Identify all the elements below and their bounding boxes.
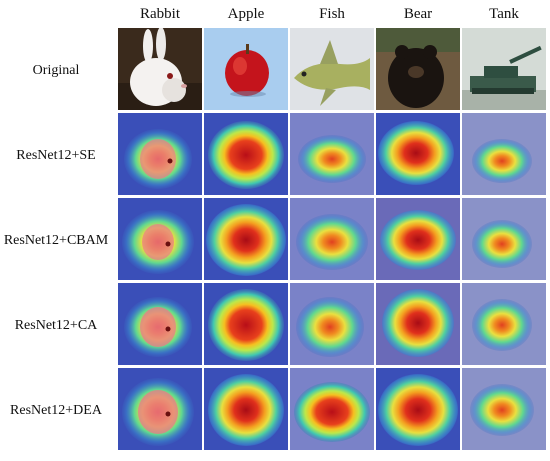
heatmap-dea-apple: [204, 368, 288, 450]
heatmap-cbam-tank: [462, 198, 546, 280]
column-header-bear: Bear: [403, 6, 433, 22]
heatmap-ca-rabbit: [118, 283, 202, 365]
heatmap-ca-fish: [290, 283, 374, 365]
heatmap-cbam-bear: [376, 198, 460, 280]
heatmap-ca-apple: [204, 283, 288, 365]
image-original-fish: [290, 28, 374, 110]
row-label-se: ResNet12+SE: [16, 148, 96, 163]
heatmap-se-bear: [376, 113, 460, 195]
heatmap-cbam-apple: [204, 198, 288, 280]
image-original-tank: [462, 28, 546, 110]
heatmap-dea-bear: [376, 368, 460, 450]
image-original-bear: [376, 28, 460, 110]
heatmap-se-rabbit: [118, 113, 202, 195]
heatmap-ca-tank: [462, 283, 546, 365]
heatmap-cbam-rabbit: [118, 198, 202, 280]
heatmap-dea-rabbit: [118, 368, 202, 450]
heatmap-se-fish: [290, 113, 374, 195]
heatmap-se-apple: [204, 113, 288, 195]
row-label-ca: ResNet12+CA: [14, 318, 98, 333]
image-original-rabbit: [118, 28, 202, 110]
heatmap-se-tank: [462, 113, 546, 195]
column-header-fish: Fish: [319, 6, 345, 22]
column-header-apple: Apple: [227, 6, 265, 22]
heatmap-dea-tank: [462, 368, 546, 450]
column-header-tank: Tank: [489, 6, 519, 22]
row-label-original: Original: [32, 63, 80, 78]
row-label-cbam: ResNet12+CBAM: [3, 233, 109, 248]
row-label-dea: ResNet12+DEA: [10, 403, 102, 418]
heatmap-cbam-fish: [290, 198, 374, 280]
heatmap-dea-fish: [290, 368, 374, 450]
heatmap-ca-bear: [376, 283, 460, 365]
image-original-apple: [204, 28, 288, 110]
column-header-rabbit: Rabbit: [140, 6, 180, 22]
